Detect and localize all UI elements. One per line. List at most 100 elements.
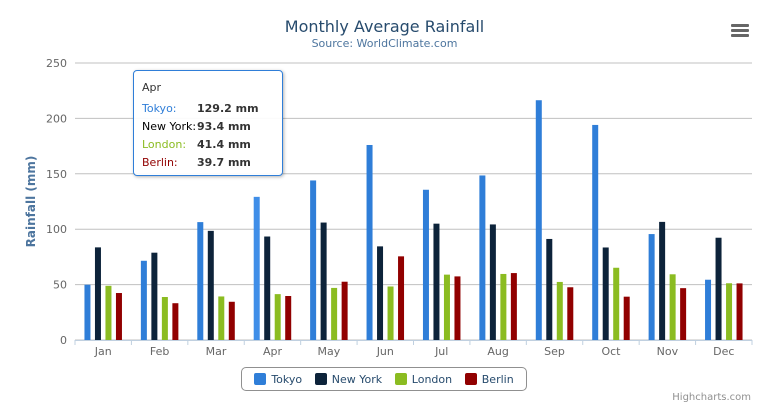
legend: Tokyo New York London Berlin xyxy=(241,367,527,391)
tooltip-value: 41.4 mm xyxy=(197,137,251,151)
bar-berlin xyxy=(172,303,179,340)
bar-berlin xyxy=(623,296,630,340)
legend-swatch xyxy=(314,373,327,385)
bar-tokyo xyxy=(310,180,317,340)
tooltip-header: Apr xyxy=(142,81,162,94)
tooltip-row: Berlin: 39.7 mm xyxy=(142,153,282,171)
x-tick-label: Mar xyxy=(206,345,227,358)
x-tick-label: May xyxy=(318,345,341,358)
legend-item[interactable]: Tokyo xyxy=(254,373,302,386)
y-tick-label: 100 xyxy=(46,223,67,236)
legend-swatch xyxy=(394,373,407,385)
bar-berlin xyxy=(736,283,743,340)
bar-new-york xyxy=(715,237,722,340)
bar-berlin xyxy=(510,273,517,340)
legend-item[interactable]: New York xyxy=(314,372,383,386)
x-tick-label: Jun xyxy=(376,345,394,358)
bar-london xyxy=(726,283,733,340)
chart-title: Monthly Average Rainfall xyxy=(284,17,485,36)
bar-new-york xyxy=(264,236,271,340)
bar-berlin xyxy=(454,276,461,340)
x-tick-label: Aug xyxy=(487,345,508,358)
x-tick-label: Jul xyxy=(434,345,448,358)
bar-berlin xyxy=(398,256,405,340)
tooltip-row: London: 41.4 mm xyxy=(142,135,282,153)
bar-london xyxy=(613,267,620,340)
bar-berlin xyxy=(285,296,292,340)
bar-berlin xyxy=(680,288,687,340)
bar-tokyo xyxy=(197,222,204,340)
legend-label: London xyxy=(411,372,453,386)
legend-label: Berlin xyxy=(481,372,514,386)
tooltip-value: 129.2 mm xyxy=(197,101,259,115)
tooltip-series-name: Berlin: xyxy=(142,155,178,169)
y-tick-label: 200 xyxy=(46,112,67,125)
legend-label: New York xyxy=(331,372,383,386)
tooltip-series-name: New York: xyxy=(142,119,197,133)
bar-new-york xyxy=(94,247,101,340)
tooltip-value: 93.4 mm xyxy=(197,119,251,133)
bar-london xyxy=(669,274,676,340)
tooltip-series-name: Tokyo: xyxy=(142,101,177,115)
tooltip-row: Tokyo: 129.2 mm xyxy=(142,99,282,117)
bar-new-york xyxy=(546,238,553,340)
legend-item[interactable]: Berlin xyxy=(464,372,514,386)
bar-tokyo xyxy=(140,260,147,340)
y-axis-title: Rainfall (mm) xyxy=(24,156,38,248)
bar-new-york xyxy=(602,247,609,340)
bar-new-york xyxy=(207,230,214,340)
bar-london xyxy=(443,274,450,340)
bar-london xyxy=(556,281,563,340)
tooltip-row: New York: 93.4 mm xyxy=(142,117,282,135)
bar-london xyxy=(274,294,281,340)
bar-berlin xyxy=(567,287,574,340)
legend-swatch xyxy=(464,373,477,385)
y-tick-label: 250 xyxy=(46,57,67,70)
bar-london xyxy=(331,287,338,340)
legend-swatch xyxy=(254,373,267,385)
bar-tokyo xyxy=(648,234,655,340)
tooltip-value: 39.7 mm xyxy=(197,155,251,169)
bar-tokyo xyxy=(366,144,373,340)
bar-london xyxy=(105,285,112,340)
x-tick-label: Jan xyxy=(94,345,112,358)
y-tick-label: 50 xyxy=(53,279,67,292)
y-tick-label: 150 xyxy=(46,168,67,181)
bar-new-york xyxy=(320,222,327,340)
tooltip-series-name: London: xyxy=(142,137,187,151)
bar-tokyo xyxy=(253,196,260,340)
bar-tokyo xyxy=(479,175,486,340)
credits-link[interactable]: Highcharts.com xyxy=(672,392,751,403)
hamburger-menu-icon[interactable] xyxy=(731,24,749,38)
bar-london xyxy=(218,296,225,340)
x-tick-label: Oct xyxy=(601,345,621,358)
bar-berlin xyxy=(228,301,235,340)
bar-tokyo xyxy=(705,279,712,340)
legend-item[interactable]: London xyxy=(394,372,453,386)
bar-new-york xyxy=(489,224,496,340)
x-tick-label: Sep xyxy=(544,345,565,358)
x-tick-label: Dec xyxy=(713,345,734,358)
x-tick-label: Nov xyxy=(657,345,679,358)
bar-tokyo xyxy=(592,124,599,341)
y-tick-label: 0 xyxy=(60,334,67,347)
x-tick-label: Feb xyxy=(150,345,169,358)
bar-tokyo xyxy=(422,189,429,340)
legend-label: Tokyo xyxy=(271,372,303,386)
bar-london xyxy=(161,297,168,340)
bar-berlin xyxy=(341,281,348,340)
bar-london xyxy=(387,286,394,340)
bar-tokyo xyxy=(535,100,542,341)
bar-new-york xyxy=(377,246,384,340)
chart-subtitle: Source: WorldClimate.com xyxy=(311,37,458,50)
bar-tokyo xyxy=(84,284,91,340)
bar-london xyxy=(500,273,507,340)
bar-new-york xyxy=(433,223,440,340)
bar-new-york xyxy=(659,221,666,340)
bar-berlin xyxy=(115,293,122,340)
x-tick-label: Apr xyxy=(263,345,283,358)
bar-new-york xyxy=(151,252,158,340)
tooltip: Apr Tokyo: 129.2 mm New York: 93.4 mm London… xyxy=(133,70,283,176)
